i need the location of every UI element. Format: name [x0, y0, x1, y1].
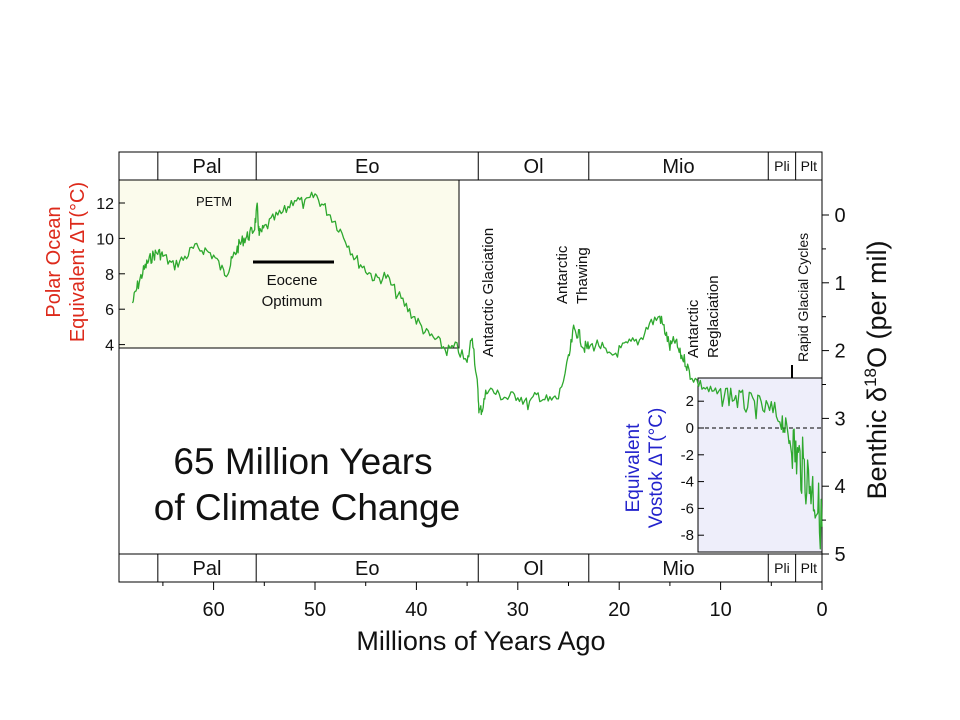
annotation-rapid-glacial-cycles: Rapid Glacial Cycles — [795, 233, 811, 362]
y-right-label-sup: 18 — [861, 368, 880, 387]
y-left-tick-label: 6 — [105, 302, 114, 319]
y-right-tick-label: 0 — [834, 205, 845, 227]
epoch-label-bottom-pli: Pli — [774, 560, 790, 576]
y-right-tick-label: 1 — [834, 273, 845, 295]
epoch-bar-top: Pal Eo Ol Mio Pli Plt — [157, 152, 817, 180]
x-tick-label: 0 — [816, 599, 827, 621]
y-right-tick-label: 5 — [834, 544, 845, 566]
y-inset-label-line2: Vostok ΔT(°C) — [646, 408, 667, 529]
epoch-label-top-pli: Pli — [774, 158, 790, 174]
chart-title-line1: 65 Million Years — [173, 441, 432, 482]
epoch-label-top-ol: Ol — [524, 156, 544, 178]
epoch-label-top-eo: Eo — [355, 156, 379, 178]
x-axis: 60 50 40 30 20 10 0 — [162, 582, 828, 621]
x-tick-label: 60 — [202, 599, 224, 621]
epoch-label-bottom-plt: Plt — [801, 560, 817, 576]
y-right-label-prefix: Benthic δ — [862, 387, 892, 500]
y-left-label-line2: Equivalent ΔT(°C) — [67, 182, 89, 342]
epoch-label-bottom-mio: Mio — [662, 558, 694, 580]
epoch-label-bottom-ol: Ol — [524, 558, 544, 580]
x-tick-label: 50 — [304, 599, 326, 621]
vostok-inset — [697, 377, 823, 553]
y-inset-tick-label: -6 — [681, 500, 694, 517]
series-layer — [131, 191, 823, 550]
epoch-bar-bottom: Pal Eo Ol Mio Pli Plt — [157, 554, 817, 582]
x-tick-label: 30 — [507, 599, 529, 621]
series-line-0 — [131, 191, 823, 550]
epoch-label-bottom-eo: Eo — [355, 558, 379, 580]
y-axis-inset: 2 0 -2 -4 -6 -8 — [681, 393, 704, 544]
y-right-tick-label: 2 — [834, 341, 845, 363]
annotation-antarctic-glaciation: Antarctic Glaciation — [480, 228, 497, 357]
y-left-tick-label: 12 — [96, 196, 114, 213]
annotation-eocene-line2: Optimum — [262, 293, 323, 310]
polar-ocean-inset — [118, 179, 460, 349]
plot-frame — [118, 151, 823, 583]
annotation-antarctic-reglaciation-2: Reglaciation — [705, 275, 722, 358]
annotation-eocene-line1: Eocene — [267, 272, 318, 289]
x-tick-label: 20 — [608, 599, 630, 621]
annotation-antarctic-thawing-2: Thawing — [574, 247, 591, 304]
x-tick-label: 10 — [709, 599, 731, 621]
y-right-tick-label: 4 — [834, 476, 845, 498]
y-left-label-line1: Polar Ocean — [43, 206, 65, 317]
annotation-petm: PETM — [196, 194, 232, 209]
y-inset-tick-label: 0 — [686, 420, 694, 437]
epoch-label-bottom-pal: Pal — [193, 558, 222, 580]
epoch-label-top-plt: Plt — [801, 158, 817, 174]
y-inset-tick-label: -8 — [681, 527, 694, 544]
y-inset-tick-label: 2 — [686, 393, 694, 410]
y-axis-right: 0 1 2 3 4 5 — [822, 205, 846, 566]
y-right-label: Benthic δ18O (per mil) — [861, 240, 892, 499]
y-right-tick-label: 3 — [834, 408, 845, 430]
epoch-label-top-mio: Mio — [662, 156, 694, 178]
x-axis-label: Millions of Years Ago — [356, 626, 605, 656]
annotation-antarctic-reglaciation-1: Antarctic — [685, 299, 702, 358]
chart-title-line2: of Climate Change — [154, 487, 460, 528]
y-left-tick-label: 4 — [105, 338, 114, 355]
y-axis-left: 12 10 8 6 4 — [96, 196, 125, 355]
y-left-tick-label: 8 — [105, 267, 114, 284]
y-inset-tick-label: -4 — [681, 474, 694, 491]
y-inset-label-line1: Equivalent — [623, 423, 644, 512]
y-right-label-suffix: O (per mil) — [862, 240, 892, 368]
y-left-tick-label: 10 — [96, 231, 114, 248]
y-inset-tick-label: -2 — [681, 447, 694, 464]
epoch-label-top-pal: Pal — [193, 156, 222, 178]
annotation-antarctic-thawing-1: Antarctic — [554, 245, 571, 304]
x-tick-label: 40 — [405, 599, 427, 621]
